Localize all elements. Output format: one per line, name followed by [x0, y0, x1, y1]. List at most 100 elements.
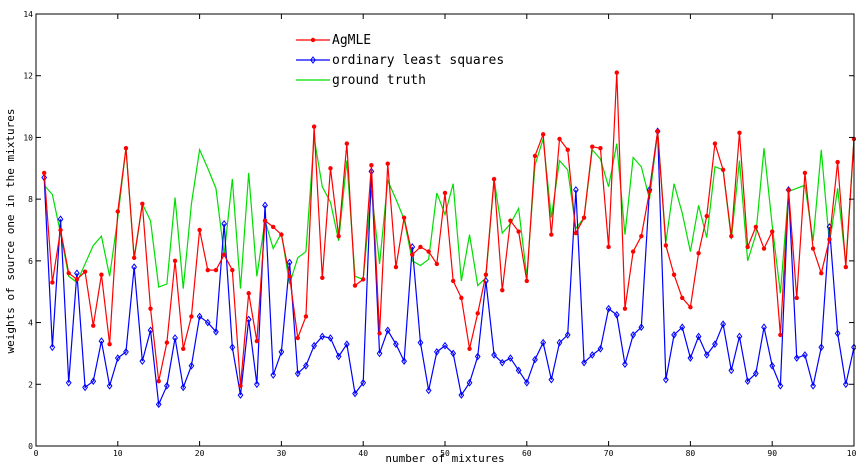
- data-point: [196, 312, 203, 321]
- data-point: [41, 170, 47, 176]
- data-point: [197, 227, 202, 233]
- data-point: [737, 130, 742, 135]
- data-point: [230, 267, 235, 273]
- series-line: [43, 131, 855, 407]
- data-point: [319, 332, 326, 341]
- data-point: [540, 132, 546, 137]
- x-tick-label: 50: [440, 449, 450, 458]
- data-point: [294, 369, 301, 378]
- x-tick-label: 80: [686, 449, 696, 458]
- data-point: [671, 272, 677, 277]
- x-tick-label: 100: [847, 449, 856, 458]
- data-point: [507, 354, 514, 362]
- data-point: [450, 278, 456, 284]
- data-point: [573, 186, 579, 194]
- data-point: [139, 357, 146, 365]
- x-tick-label: 70: [604, 449, 614, 458]
- data-point: [327, 334, 334, 342]
- data-point: [687, 354, 694, 362]
- data-point: [426, 249, 431, 254]
- data-point: [736, 332, 743, 341]
- data-point: [221, 219, 228, 228]
- data-point: [147, 326, 154, 335]
- x-tick-label: 60: [522, 449, 532, 458]
- data-point: [581, 358, 587, 367]
- data-point: [82, 383, 88, 392]
- data-point: [90, 377, 97, 386]
- data-point: [229, 343, 236, 352]
- data-point: [434, 261, 440, 267]
- data-point: [181, 346, 186, 351]
- data-point: [57, 215, 64, 224]
- data-point: [638, 323, 645, 332]
- data-point: [352, 389, 358, 398]
- data-point: [91, 323, 96, 328]
- data-point: [417, 338, 424, 347]
- series-line: [43, 72, 855, 386]
- data-point: [253, 380, 260, 389]
- data-point: [376, 349, 383, 358]
- data-point: [115, 209, 121, 214]
- series-line: [43, 131, 855, 294]
- data-point: [246, 291, 251, 296]
- data-point: [523, 378, 530, 387]
- data-point: [156, 379, 161, 384]
- data-point: [344, 141, 350, 146]
- data-point: [418, 244, 423, 250]
- data-point: [712, 340, 718, 349]
- data-point: [491, 176, 497, 182]
- data-point: [605, 304, 612, 313]
- data-point: [720, 167, 726, 173]
- data-point: [99, 272, 104, 277]
- legend-marker: [310, 37, 316, 43]
- data-point: [696, 250, 701, 256]
- y-tick-label: 2: [28, 380, 33, 389]
- data-point: [712, 141, 718, 146]
- data-point: [98, 337, 105, 345]
- data-point: [385, 161, 390, 166]
- data-point: [384, 326, 391, 335]
- data-point: [303, 361, 309, 370]
- data-point: [459, 295, 464, 301]
- data-point: [639, 233, 644, 239]
- data-point: [155, 400, 162, 409]
- data-point: [245, 315, 252, 324]
- x-tick-label: 0: [34, 449, 39, 458]
- data-point: [720, 320, 726, 328]
- data-point: [49, 343, 56, 352]
- data-point: [286, 258, 293, 267]
- data-point: [794, 295, 799, 301]
- data-point: [467, 346, 472, 351]
- data-point: [549, 232, 554, 237]
- data-point: [188, 361, 195, 370]
- data-point: [164, 381, 170, 390]
- x-tick-label: 20: [195, 449, 205, 458]
- data-point: [499, 358, 506, 367]
- data-point: [189, 314, 194, 319]
- series-1: [41, 127, 856, 409]
- data-point: [818, 343, 825, 352]
- data-point: [590, 144, 595, 149]
- data-point: [360, 378, 367, 387]
- data-point: [671, 331, 677, 339]
- x-tick-label: 90: [767, 449, 777, 458]
- data-point: [262, 201, 268, 210]
- data-point: [622, 360, 628, 369]
- data-point: [466, 378, 473, 387]
- data-point: [140, 201, 145, 206]
- legend-item: AgMLE: [296, 33, 371, 48]
- data-point: [107, 341, 112, 347]
- data-point: [114, 354, 121, 362]
- data-point: [393, 264, 399, 270]
- data-point: [361, 277, 366, 282]
- data-point: [65, 378, 72, 387]
- data-point: [279, 232, 284, 237]
- data-point: [483, 272, 489, 277]
- y-tick-label: 12: [23, 72, 33, 81]
- legend-item: ordinary least squares: [296, 53, 504, 68]
- legend-item: ground truth: [296, 73, 426, 88]
- data-point: [131, 263, 138, 271]
- data-point: [647, 189, 652, 194]
- data-point: [106, 381, 113, 390]
